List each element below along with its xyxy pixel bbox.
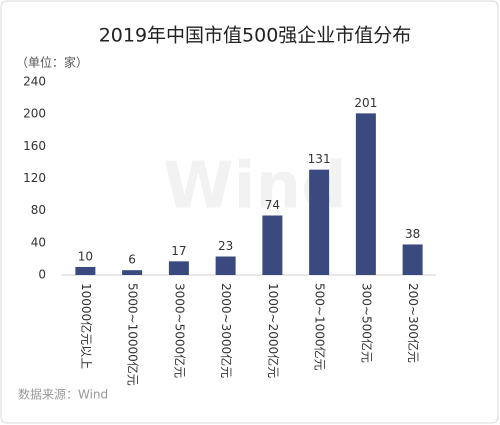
data-label: 74 bbox=[265, 198, 280, 212]
data-label: 6 bbox=[128, 253, 136, 267]
bar bbox=[355, 113, 376, 275]
data-label: 38 bbox=[405, 227, 420, 241]
x-tick-label: 200~300亿元 bbox=[406, 283, 421, 363]
y-tick-label: 40 bbox=[31, 235, 46, 249]
data-label: 131 bbox=[308, 152, 331, 166]
x-tick-label: 10000亿元以上 bbox=[79, 283, 94, 369]
x-tick-label: 3000~5000亿元 bbox=[172, 283, 187, 378]
bar bbox=[122, 270, 143, 275]
bar bbox=[215, 256, 236, 275]
x-tick-label: 2000~3000亿元 bbox=[219, 283, 234, 378]
x-tick-label: 5000~10000亿元 bbox=[126, 283, 141, 386]
y-tick-label: 240 bbox=[23, 75, 46, 89]
x-tick-label: 500~1000亿元 bbox=[313, 283, 328, 371]
bar bbox=[262, 215, 283, 275]
bar bbox=[75, 266, 96, 275]
y-tick-label: 120 bbox=[23, 171, 46, 185]
data-label: 23 bbox=[218, 239, 233, 253]
y-tick-label: 80 bbox=[31, 203, 46, 217]
x-tick-label: 300~500亿元 bbox=[359, 283, 374, 363]
x-tick-label: 1000~2000亿元 bbox=[266, 283, 281, 378]
bar bbox=[168, 261, 189, 275]
data-label: 10 bbox=[78, 249, 93, 263]
y-tick-label: 200 bbox=[23, 107, 46, 121]
chart-title: 2019年中国市值500强企业市值分布 bbox=[99, 25, 412, 47]
bar bbox=[402, 244, 423, 275]
y-tick-label: 160 bbox=[23, 139, 46, 153]
y-tick-label: 0 bbox=[38, 268, 46, 282]
bar bbox=[309, 169, 330, 275]
unit-label: （单位：家） bbox=[16, 55, 88, 70]
source: 数据来源：Wind bbox=[18, 387, 108, 402]
data-label: 201 bbox=[354, 96, 377, 110]
data-label: 17 bbox=[171, 244, 186, 258]
